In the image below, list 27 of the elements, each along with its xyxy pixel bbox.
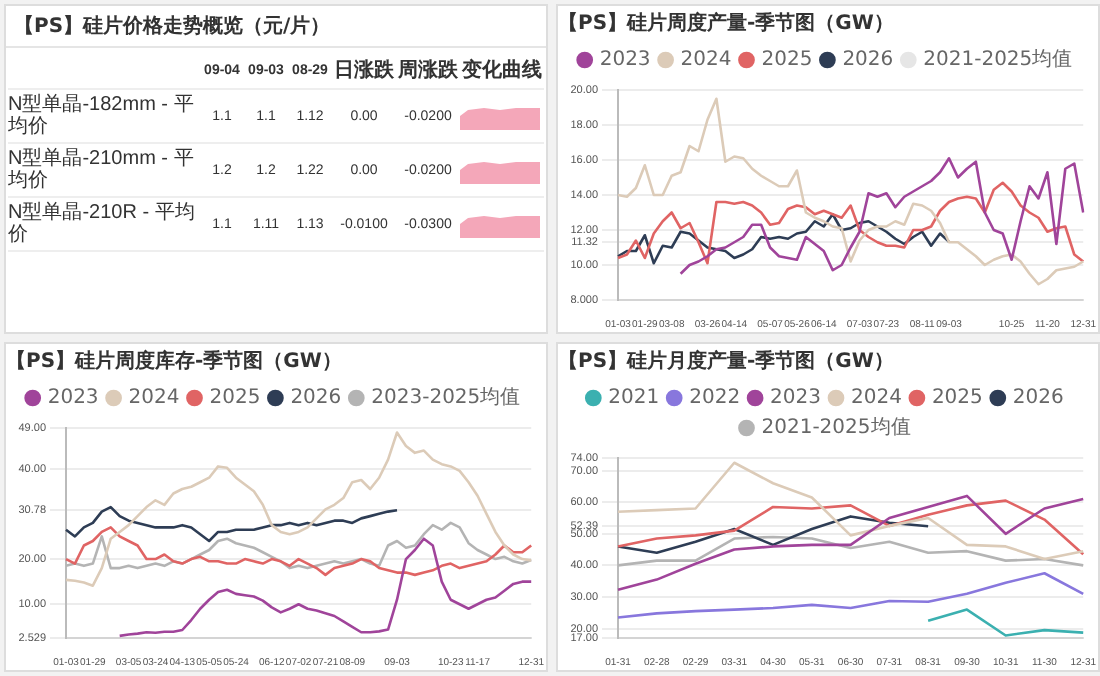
legend-label: 2024 bbox=[128, 387, 180, 410]
text: N型单晶-210mm - 平均价 bbox=[8, 143, 200, 197]
legend-label: 2026 bbox=[290, 387, 342, 410]
legend-label: 2021-2025均值 bbox=[761, 415, 911, 440]
text: 变化曲线 bbox=[460, 52, 544, 89]
legend-label: 2023 bbox=[47, 387, 99, 410]
legend-label: 2022 bbox=[689, 387, 741, 410]
chart-title: 【PS】硅片周度库存-季节图（GW） bbox=[6, 349, 342, 374]
legend-label: 2024 bbox=[851, 387, 902, 410]
legend-label: 2021-2025均值 bbox=[923, 47, 1073, 72]
chart-title: 【PS】硅片周度产量-季节图（GW） bbox=[558, 11, 894, 36]
legend-label: 2023-2025均值 bbox=[371, 385, 521, 410]
chart-title: 【PS】硅片月度产量-季节图（GW） bbox=[558, 349, 894, 374]
text: 日涨跌 bbox=[332, 52, 396, 89]
legend-label: 2025 bbox=[931, 387, 983, 410]
text: 【PS】硅片价格走势概览（元/片） bbox=[6, 6, 546, 48]
legend-label: 2023 bbox=[599, 49, 651, 72]
text: N型单晶-210R - 平均价 bbox=[8, 197, 200, 251]
text: N型单晶-182mm - 平均价 bbox=[8, 89, 200, 143]
legend-label: 2025 bbox=[209, 387, 261, 410]
legend-label: 2023 bbox=[770, 387, 822, 410]
legend-label: 2025 bbox=[761, 49, 813, 72]
legend-label: 2021 bbox=[608, 387, 660, 410]
legend-label: 2026 bbox=[842, 49, 894, 72]
text: 周涨跌 bbox=[396, 52, 460, 89]
legend-label: 2026 bbox=[1012, 387, 1064, 410]
legend-label: 2024 bbox=[680, 49, 732, 72]
